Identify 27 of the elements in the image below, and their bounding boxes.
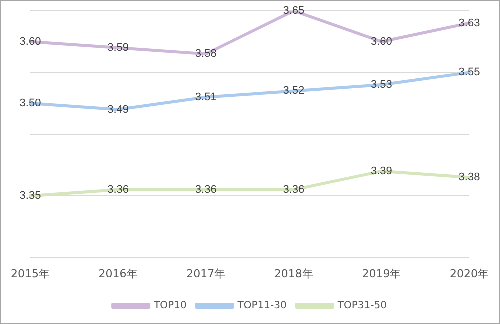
- data-label: 3.59: [108, 42, 130, 54]
- data-label: 3.65: [283, 5, 305, 18]
- data-label: 3.35: [20, 190, 42, 202]
- data-label: 3.39: [370, 165, 392, 178]
- data-label: 3.60: [20, 36, 42, 48]
- data-label: 3.53: [370, 79, 392, 92]
- x-tick-label: 2018年: [274, 267, 314, 280]
- x-tick-label: 2017年: [186, 267, 226, 280]
- legend-label: TOP11-30: [236, 300, 287, 312]
- data-label: 3.49: [108, 104, 130, 116]
- x-tick-label: 2016年: [98, 267, 138, 280]
- legend-label: TOP10: [153, 300, 187, 312]
- data-label: 3.52: [283, 85, 305, 98]
- legend-label: TOP31-50: [336, 300, 387, 312]
- data-label: 3.60: [370, 36, 392, 48]
- data-label: 3.38: [458, 172, 480, 184]
- data-label: 3.58: [195, 48, 217, 60]
- data-label: 3.55: [458, 66, 480, 79]
- data-label: 3.36: [195, 184, 217, 196]
- data-label: 3.36: [108, 184, 130, 196]
- data-label: 3.51: [195, 91, 217, 104]
- x-tick-label: 2015年: [10, 267, 50, 280]
- data-label: 3.36: [283, 184, 305, 196]
- x-tick-label: 2019年: [362, 267, 402, 280]
- data-label: 3.50: [20, 98, 42, 110]
- data-label: 3.63: [458, 17, 480, 30]
- x-tick-label: 2020年: [450, 267, 490, 280]
